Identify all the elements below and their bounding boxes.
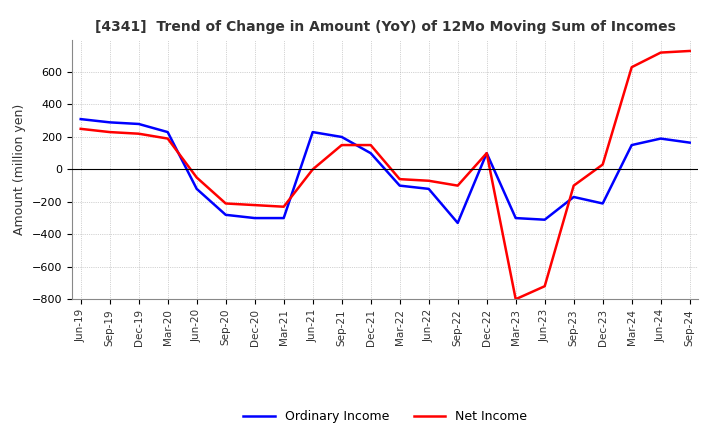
Net Income [685,48,694,54]
Net Income [627,65,636,70]
Ordinary Income [627,143,636,148]
Ordinary Income [338,134,346,139]
Net Income [657,50,665,55]
Net Income [541,284,549,289]
Ordinary Income [395,183,404,188]
Ordinary Income [570,194,578,200]
Net Income [308,167,317,172]
Net Income [221,201,230,206]
Net Income [598,162,607,167]
Y-axis label: Amount (million yen): Amount (million yen) [13,104,26,235]
Ordinary Income [366,150,375,156]
Line: Ordinary Income: Ordinary Income [81,119,690,223]
Net Income [251,202,259,208]
Net Income [135,131,143,136]
Ordinary Income [251,216,259,221]
Ordinary Income [685,140,694,145]
Net Income [366,143,375,148]
Net Income [105,129,114,135]
Ordinary Income [454,220,462,226]
Net Income [511,297,520,302]
Ordinary Income [482,150,491,156]
Ordinary Income [105,120,114,125]
Ordinary Income [163,129,172,135]
Net Income [279,204,288,209]
Title: [4341]  Trend of Change in Amount (YoY) of 12Mo Moving Sum of Incomes: [4341] Trend of Change in Amount (YoY) o… [95,20,675,34]
Net Income [395,176,404,182]
Ordinary Income [541,217,549,222]
Net Income [482,150,491,156]
Net Income [76,126,85,132]
Ordinary Income [308,129,317,135]
Net Income [192,175,201,180]
Net Income [570,183,578,188]
Net Income [338,143,346,148]
Net Income [454,183,462,188]
Ordinary Income [598,201,607,206]
Net Income [424,178,433,183]
Ordinary Income [511,216,520,221]
Ordinary Income [192,186,201,191]
Line: Net Income: Net Income [81,51,690,299]
Ordinary Income [135,121,143,127]
Legend: Ordinary Income, Net Income: Ordinary Income, Net Income [238,405,532,428]
Ordinary Income [76,117,85,122]
Ordinary Income [424,186,433,191]
Ordinary Income [279,216,288,221]
Ordinary Income [657,136,665,141]
Net Income [163,136,172,141]
Ordinary Income [221,212,230,217]
